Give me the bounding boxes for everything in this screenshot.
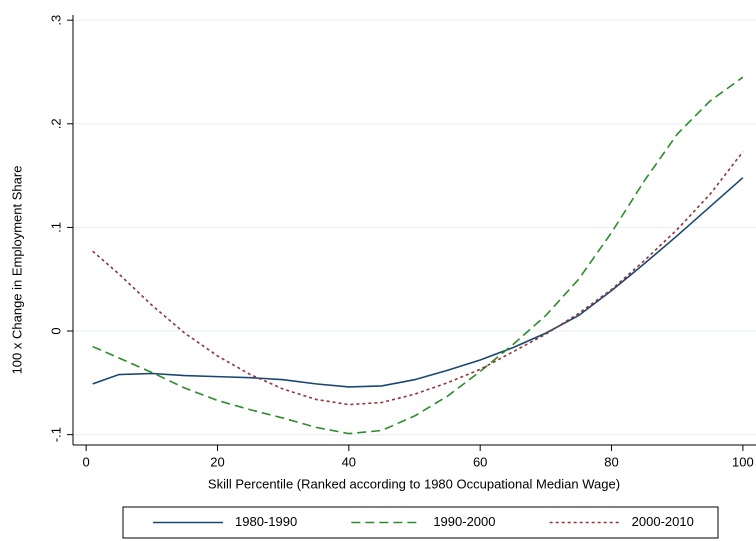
y-tick-label: .3 <box>48 15 63 26</box>
x-tick-label: 60 <box>473 454 487 469</box>
legend-box <box>122 506 719 539</box>
series-line <box>92 151 744 406</box>
series-line <box>92 76 744 435</box>
x-tick-label: 0 <box>83 454 90 469</box>
legend-label: 1980-1990 <box>235 514 297 529</box>
x-axis-label: Skill Percentile (Ranked according to 19… <box>208 476 620 491</box>
y-tick-label: 0 <box>48 327 63 334</box>
y-tick-label: .1 <box>48 222 63 233</box>
y-tick-label: -.1 <box>48 427 63 442</box>
legend-label: 1990-2000 <box>433 514 495 529</box>
legend-label: 2000-2010 <box>632 514 694 529</box>
x-tick-label: 80 <box>604 454 618 469</box>
y-tick-label: .2 <box>48 118 63 129</box>
y-axis-label: 100 x Change in Employment Share <box>9 166 24 375</box>
x-tick-label: 100 <box>732 454 754 469</box>
x-tick-label: 20 <box>210 454 224 469</box>
x-tick-label: 40 <box>342 454 356 469</box>
series-line <box>92 177 744 388</box>
